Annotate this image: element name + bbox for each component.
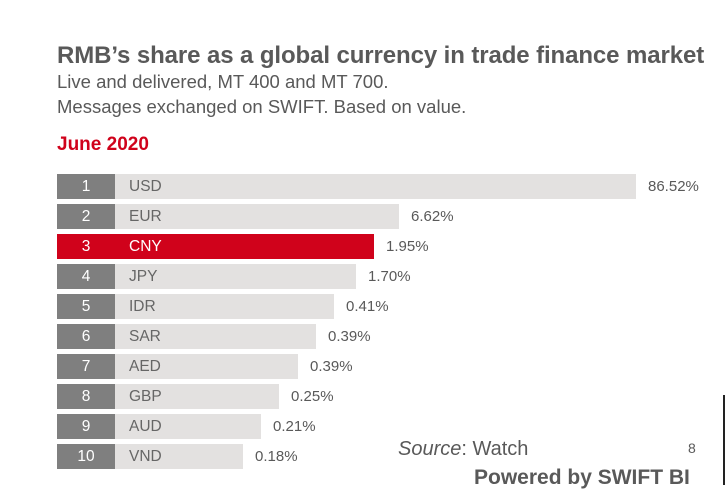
rank-badge: 1 — [57, 174, 115, 199]
value-label: 0.25% — [291, 388, 334, 405]
bar-aed: AED — [115, 354, 300, 379]
value-label: 0.21% — [273, 418, 316, 435]
value-label: 1.70% — [368, 268, 411, 285]
bar-row: 1 USD 86.52% — [57, 174, 699, 199]
bar-row: 3 CNY 1.95% — [57, 234, 429, 259]
currency-label: GBP — [129, 388, 162, 405]
currency-label: VND — [129, 448, 162, 465]
chart-subtitle-line2: Messages exchanged on SWIFT. Based on va… — [57, 96, 467, 117]
bar-aud: AUD — [115, 414, 263, 439]
bar-gbp: GBP — [115, 384, 281, 409]
source-text: : Watch — [461, 438, 529, 460]
value-label: 6.62% — [411, 208, 454, 225]
rank-badge: 9 — [57, 414, 115, 439]
currency-label: EUR — [129, 208, 162, 225]
rank-badge: 5 — [57, 294, 115, 319]
bar-cny: CNY — [115, 234, 376, 259]
value-label: 0.41% — [346, 298, 389, 315]
bar-row: 10 VND 0.18% — [57, 444, 298, 469]
value-label: 1.95% — [386, 238, 429, 255]
rank-badge: 8 — [57, 384, 115, 409]
bar-eur: EUR — [115, 204, 401, 229]
currency-label: SAR — [129, 328, 161, 345]
currency-label: CNY — [129, 238, 162, 255]
period-label: June 2020 — [57, 134, 149, 155]
bar-usd: USD — [115, 174, 638, 199]
rank-badge: 7 — [57, 354, 115, 379]
rank-badge: 2 — [57, 204, 115, 229]
bar-jpy: JPY — [115, 264, 358, 289]
bar-row: 2 EUR 6.62% — [57, 204, 454, 229]
bar-sar: SAR — [115, 324, 318, 349]
bar-row: 4 JPY 1.70% — [57, 264, 411, 289]
rank-badge: 4 — [57, 264, 115, 289]
currency-label: JPY — [129, 268, 158, 285]
bar-row: 9 AUD 0.21% — [57, 414, 316, 439]
bar-row: 8 GBP 0.25% — [57, 384, 334, 409]
bar-row: 7 AED 0.39% — [57, 354, 353, 379]
currency-label: IDR — [129, 298, 156, 315]
value-label: 86.52% — [648, 178, 699, 195]
source-note: Source: Watch — [398, 438, 528, 461]
page-number: 8 — [688, 440, 696, 456]
bar-row: 6 SAR 0.39% — [57, 324, 371, 349]
source-label: Source — [398, 438, 462, 460]
page-edge-divider — [723, 395, 725, 485]
currency-label: AUD — [129, 418, 162, 435]
chart-title: RMB’s share as a global currency in trad… — [57, 42, 705, 69]
chart-subtitle-line1: Live and delivered, MT 400 and MT 700. — [57, 71, 389, 92]
value-label: 0.39% — [328, 328, 371, 345]
bar-vnd: VND — [115, 444, 245, 469]
rank-badge: 10 — [57, 444, 115, 469]
powered-by-label: Powered by SWIFT BI — [474, 466, 690, 489]
rank-badge: 3 — [57, 234, 115, 259]
value-label: 0.18% — [255, 448, 298, 465]
value-label: 0.39% — [310, 358, 353, 375]
currency-label: AED — [129, 358, 161, 375]
rank-badge: 6 — [57, 324, 115, 349]
currency-label: USD — [129, 178, 162, 195]
bar-idr: IDR — [115, 294, 336, 319]
bar-row: 5 IDR 0.41% — [57, 294, 389, 319]
